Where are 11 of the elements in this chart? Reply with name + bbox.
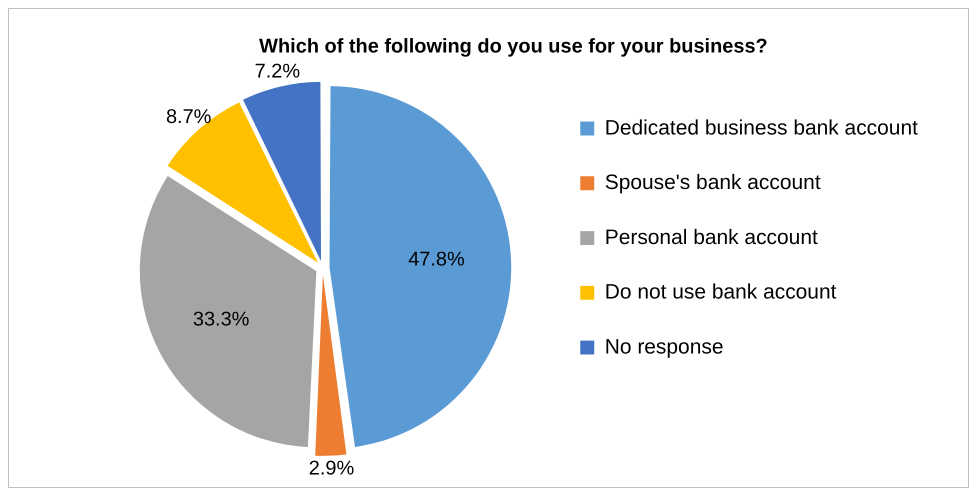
data-label: 33.3% — [192, 308, 250, 331]
legend-label: No response — [604, 335, 724, 358]
data-label: 2.9% — [308, 457, 354, 480]
data-label: 47.8% — [408, 248, 465, 271]
legend-label: Do not use bank account — [604, 280, 837, 304]
legend-label: Dedicated business bank account — [604, 116, 918, 140]
legend-label: Spouse's bank account — [604, 171, 821, 194]
chart-title: Which of the following do you use for your business? — [259, 35, 768, 58]
data-label: 8.7% — [166, 106, 212, 128]
legend-label: Personal bank account — [604, 226, 818, 249]
data-label: 7.2% — [254, 60, 300, 82]
